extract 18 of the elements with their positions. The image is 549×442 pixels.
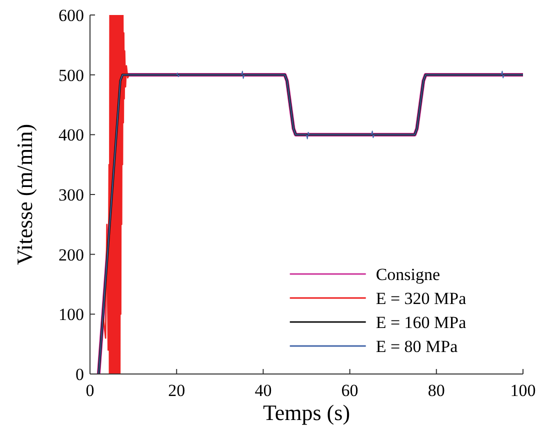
y-tick-label: 400 xyxy=(58,126,84,145)
legend-label: E = 320 MPa xyxy=(376,289,467,308)
y-axis-title: Vitesse (m/min) xyxy=(12,124,37,266)
x-tick-label: 100 xyxy=(510,381,536,400)
x-tick-label: 60 xyxy=(341,381,358,400)
y-tick-label: 600 xyxy=(58,6,84,25)
x-tick-label: 40 xyxy=(254,381,272,400)
y-tick-label: 300 xyxy=(58,186,84,204)
y-tick-label: 100 xyxy=(58,305,84,324)
x-axis-title: Temps (s) xyxy=(262,400,350,425)
y-tick-label: 200 xyxy=(58,245,84,264)
x-tick-label: 80 xyxy=(428,381,445,400)
x-tick-label: 20 xyxy=(168,381,186,400)
legend-label: Consigne xyxy=(376,265,440,284)
legend-label: E = 160 MPa xyxy=(376,313,467,332)
y-tick-label: 500 xyxy=(58,66,84,85)
legend-label: E = 80 MPa xyxy=(376,337,458,356)
y-tick-label: 0 xyxy=(76,365,84,384)
